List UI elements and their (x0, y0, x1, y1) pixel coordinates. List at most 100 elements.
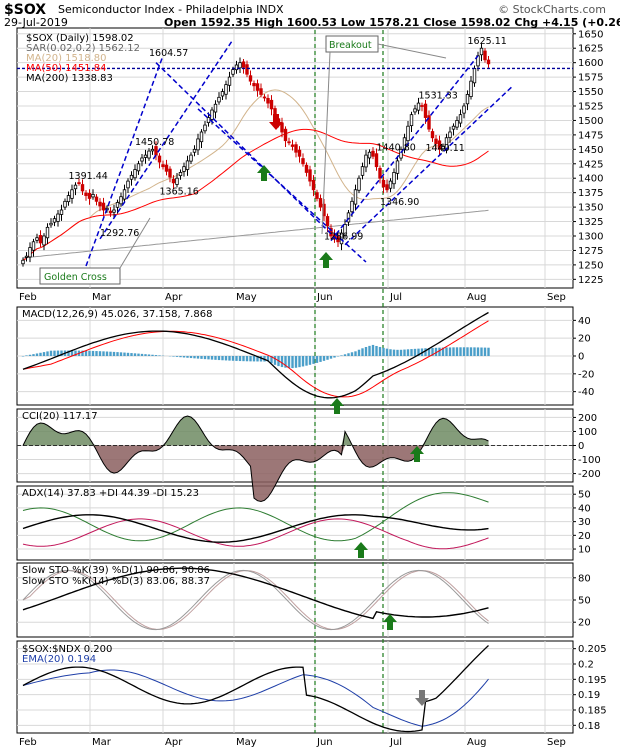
price-annotation: 1625.11 (468, 36, 507, 47)
macd-histogram-bar (217, 356, 221, 361)
gray-arrow-icon (415, 690, 429, 706)
macd-histogram-bar (452, 347, 455, 356)
date-label: 29-Jul-2019 (4, 16, 68, 29)
stochastic-legend: Slow STO %K(14) %D(3) 83.06, 88.37 (22, 576, 210, 587)
candle-body (122, 189, 127, 200)
x-tick-label: Jul (389, 737, 402, 748)
adx-legend: ADX(14) 37.83 +DI 44.39 -DI 15.23 (22, 488, 199, 499)
candle-body (469, 80, 473, 97)
y-tick-label: 10 (578, 545, 591, 556)
candle-body (343, 224, 347, 236)
candle-body (448, 131, 452, 139)
pane-frame (16, 27, 574, 289)
macd-histogram-bar (84, 350, 88, 356)
macd-histogram-bar (210, 356, 214, 360)
macd-histogram-bar (333, 356, 336, 358)
price-legend-entry: MA(50) 1451.84 (26, 63, 107, 74)
candle-body (119, 196, 123, 205)
y-tick-label: 0.195 (578, 675, 607, 686)
golden-cross-pointer (119, 217, 151, 269)
macd-histogram-bar (270, 356, 273, 364)
macd-histogram-bar (417, 348, 420, 356)
candle-body (56, 213, 60, 222)
candle-body (252, 83, 256, 87)
macd-histogram-bar (476, 347, 480, 356)
trend-channel-line (330, 55, 479, 242)
x-tick-label: Jun (316, 292, 333, 303)
candle-body (476, 55, 480, 67)
y-tick-label: 1225 (578, 275, 603, 286)
macd-histogram-bar (88, 350, 91, 356)
candle-body (441, 146, 445, 150)
macd-histogram-bar (455, 347, 459, 356)
macd-histogram-bar (431, 347, 434, 356)
y-tick-label: 1350 (578, 203, 603, 214)
macd-histogram-bar (53, 350, 56, 356)
candle-body (409, 114, 414, 127)
symbol-subtitle: Semiconductor Index - Philadelphia INDX (58, 3, 284, 16)
candle-body (304, 164, 309, 173)
adx-plus-di-line (22, 492, 489, 542)
macd-histogram-bar (32, 354, 35, 356)
candle-body (101, 202, 106, 211)
y-tick-label: 1325 (578, 217, 603, 228)
macd-histogram-bar (319, 356, 322, 362)
macd-histogram-bar (371, 344, 375, 356)
adx-line (22, 514, 489, 543)
macd-histogram-bar (91, 350, 95, 356)
candle-body (52, 218, 57, 223)
candle-body (486, 59, 491, 65)
candle-body (213, 103, 218, 113)
candle-body (38, 235, 43, 244)
macd-histogram-bar (158, 355, 161, 356)
candle-body (66, 195, 71, 203)
macd-histogram-bar (249, 356, 252, 362)
macd-histogram-bar (424, 348, 427, 356)
x-tick-label: May (236, 737, 257, 748)
candle-body (77, 182, 81, 185)
y-tick-label: 1425 (578, 159, 603, 170)
candle-body (381, 179, 386, 188)
y-tick-label: -20 (578, 369, 594, 380)
macd-histogram-bar (378, 346, 382, 356)
candle-body (308, 169, 312, 182)
ma20-line (22, 89, 489, 261)
candle-body (483, 50, 487, 61)
x-tick-label: Mar (92, 737, 112, 748)
macd-histogram-bar (448, 347, 452, 356)
y-tick-label: 40 (578, 316, 591, 327)
y-tick-label: 50 (578, 490, 591, 501)
candle-body (175, 177, 179, 185)
macd-histogram-bar (399, 349, 403, 356)
candle-body (311, 179, 316, 191)
candle-body (241, 61, 246, 68)
candle-body (301, 158, 305, 165)
candle-body (220, 91, 225, 97)
candle-body (126, 180, 130, 189)
stochastic-d-line (22, 570, 489, 630)
y-tick-label: 1275 (578, 246, 603, 257)
price-legend-entry: $SOX (Daily) 1598.02 (26, 33, 134, 44)
candle-body (402, 137, 407, 150)
macd-histogram-bar (74, 350, 77, 356)
y-tick-label: 1575 (578, 73, 603, 84)
macd-histogram-bar (287, 356, 291, 369)
cci-negative-fill (23, 445, 489, 502)
candle-body (84, 192, 88, 196)
macd-histogram-bar (56, 350, 60, 356)
buy-arrow-icon (330, 398, 344, 414)
macd-histogram-bar (203, 356, 207, 360)
macd-histogram-bar (438, 347, 441, 356)
macd-histogram-bar (326, 356, 329, 360)
chart-layer: 1225 1250 1275 1300 1325 1350 1375 1400 1425 1450… (16, 27, 607, 748)
macd-histogram-bar (137, 353, 140, 356)
candle-body (150, 148, 155, 152)
candle-body (290, 144, 295, 147)
candle-body (406, 125, 410, 142)
ratio-legend: $SOX:$NDX 0.200 (22, 644, 112, 655)
buy-arrow-icon (354, 542, 368, 558)
trend-channel-line (197, 108, 367, 263)
cci-legend: CCI(20) 117.17 (22, 411, 98, 422)
candle-body (189, 154, 193, 162)
y-tick-label: 100 (578, 427, 597, 438)
